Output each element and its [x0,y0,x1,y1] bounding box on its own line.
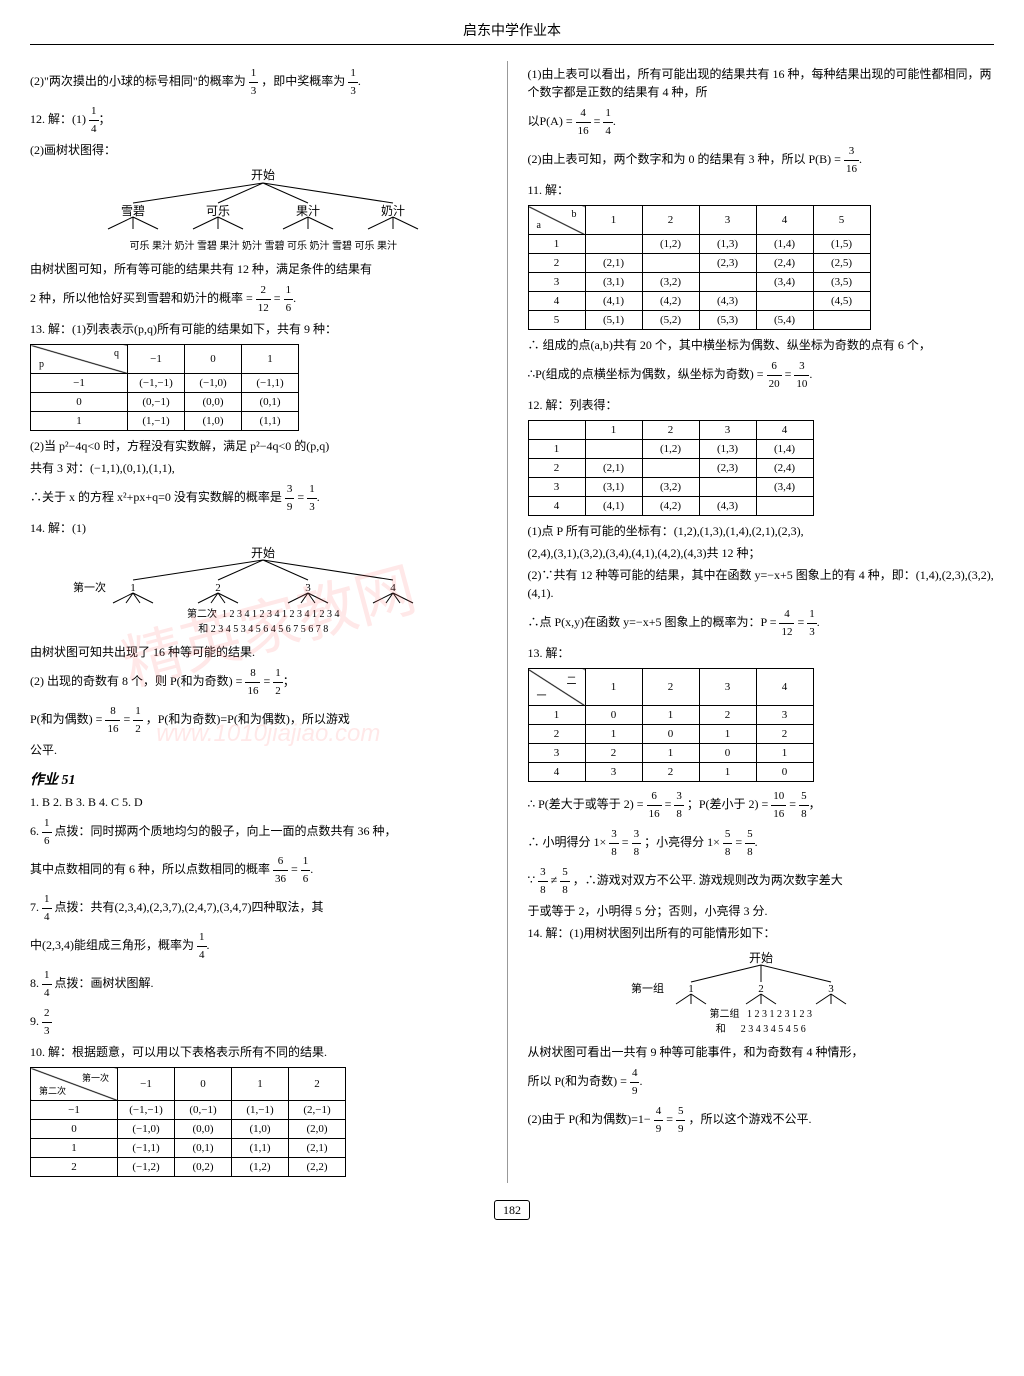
text-line: ∴ 组成的点(a,b)共有 20 个，其中横坐标为偶数、纵坐标为奇数的点有 6 … [528,336,995,354]
text-line: (2)∵共有 12 种等可能的结果，其中在函数 y=−x+5 图象上的有 4 种… [528,566,995,602]
tree-diagram-2: 开始 1 2 3 4 第一次 第二次 1 2 3 4 1 2 3 4 1 2 3… [30,545,497,635]
text-line: 所以 P(和为奇数) = 49. [528,1065,995,1099]
text-line: ∴P(组成的点横坐标为偶数，纵坐标为奇数) = 620 = 310. [528,358,995,392]
svg-text:2: 2 [216,582,222,594]
text-line: (2)由于 P(和为偶数)=1− 49 = 59 ，所以这个游戏不公平. [528,1103,995,1137]
svg-text:2: 2 [758,983,764,995]
svg-text:第一次: 第一次 [73,580,106,594]
table-q13: 二一1234 10123 21012 32101 43210 [528,668,814,782]
tree-diagram-3: 开始 第一组 1 2 3 第二组 1 2 3 1 2 3 1 2 3 和 2 3… [528,950,995,1035]
page-header: 启东中学作业本 [30,20,994,45]
text-line: (1)点 P 所有可能的坐标有：(1,2),(1,3),(1,4),(2,1),… [528,522,995,540]
text-line: ∴ 小明得分 1× 38 = 38 ；小亮得分 1× 58 = 58. [528,826,995,860]
svg-text:第一组: 第一组 [631,981,664,995]
text-line: ∵ 38 ≠ 58 ，∴游戏对双方不公平. 游戏规则改为两次数字差大 [528,864,995,898]
svg-text:雪碧: 雪碧 [121,204,145,218]
text-line: (2)画树状图得： [30,141,497,159]
text-line: 公平. [30,741,497,759]
svg-text:果汁: 果汁 [296,204,320,218]
text-line: 6. 16 点拨：同时掷两个质地均匀的骰子，向上一面的点数共有 36 种， [30,815,497,849]
text-line: 于或等于 2，小明得 5 分；否则，小亮得 3 分. [528,902,995,920]
answers-line: 1. B 2. B 3. B 4. C 5. D [30,793,497,811]
text-line: 由树状图可知共出现了 16 种等可能的结果. [30,643,497,661]
table-q10: 第一次第二次 −1012 −1(−1,−1)(0,−1)(1,−1)(2,−1)… [30,1067,346,1177]
text-line: 13. 解： [528,644,995,662]
text-line: P(和为偶数) = 816 = 12 ，P(和为奇数)=P(和为偶数)，所以游戏 [30,703,497,737]
text-line: (1)由上表可以看出，所有可能出现的结果共有 16 种，每种结果出现的可能性都相… [528,65,995,101]
svg-text:3: 3 [828,983,834,995]
text-line: 共有 3 对：(−1,1),(0,1),(1,1), [30,459,497,477]
table-pq: qp −1 0 1 −1(−1,−1)(−1,0)(−1,1) 0(0,−1)(… [30,344,299,431]
text-line: ∴关于 x 的方程 x²+px+q=0 没有实数解的概率是 39 = 13. [30,481,497,515]
svg-text:1: 1 [688,983,694,995]
section-title: 作业 51 [30,769,497,789]
left-column: 精英家教网 www.1010jiajiao.com (2)"两次摸出的小球的标号… [30,61,508,1183]
svg-text:开始: 开始 [251,168,275,182]
text-line: (2) 出现的奇数有 8 个，则 P(和为奇数) = 816 = 12； [30,665,497,699]
text-line: 10. 解：根据题意，可以用以下表格表示所有不同的结果. [30,1043,497,1061]
text-line: 12. 解：(1) 14； [30,103,497,137]
text-line: 11. 解： [528,181,995,199]
text-line: 14. 解：(1)用树状图列出所有的可能情形如下： [528,924,995,942]
text-line: (2)"两次摸出的小球的标号相同"的概率为 13 ，即中奖概率为 13. [30,65,497,99]
text-line: ∴ P(差大于或等于 2) = 616 = 38 ；P(差小于 2) = 101… [528,788,995,822]
tree-diagram-1: 开始 雪碧 可乐 果汁 奶汁 可乐 果汁 奶汁 雪碧 果汁 奶汁 雪碧 可乐 奶… [30,167,497,252]
text-line: 其中点数相同的有 6 种，所以点数相同的概率 636 = 16. [30,853,497,887]
table-q12: 1234 1(1,2)(1,3)(1,4) 2(2,1)(2,3)(2,4) 3… [528,420,814,516]
text-line: 14. 解：(1) [30,519,497,537]
text-line: 13. 解：(1)列表表示(p,q)所有可能的结果如下，共有 9 种： [30,320,497,338]
text-line: 9. 23 [30,1005,497,1039]
text-line: 12. 解：列表得： [528,396,995,414]
text-line: 2 种，所以他恰好买到雪碧和奶汁的概率 = 212 = 16. [30,282,497,316]
svg-text:可乐: 可乐 [206,204,230,218]
text-line: 7. 14 点拨：共有(2,3,4),(2,3,7),(2,4,7),(3,4,… [30,891,497,925]
svg-text:奶汁: 奶汁 [381,204,405,218]
svg-text:4: 4 [391,582,397,594]
svg-text:开始: 开始 [749,951,773,965]
tree-svg: 开始 雪碧 可乐 果汁 奶汁 [73,167,453,237]
text-line: (2)当 p²−4q<0 时，方程没有实数解，满足 p²−4q<0 的(p,q) [30,437,497,455]
two-column-layout: 精英家教网 www.1010jiajiao.com (2)"两次摸出的小球的标号… [30,61,994,1183]
svg-text:开始: 开始 [251,546,275,560]
text-line: 以P(A) = 416 = 14. [528,105,995,139]
svg-text:1: 1 [131,582,137,594]
text-line: 从树状图可看出一共有 9 种等可能事件，和为奇数有 4 种情形， [528,1043,995,1061]
text-line: (2,4),(3,1),(3,2),(3,4),(4,1),(4,2),(4,3… [528,544,995,562]
right-column: (1)由上表可以看出，所有可能出现的结果共有 16 种，每种结果出现的可能性都相… [528,61,995,1183]
text-line: 由树状图可知，所有等可能的结果共有 12 种，满足条件的结果有 [30,260,497,278]
text-line: (2)由上表可知，两个数字和为 0 的结果有 3 种，所以 P(B) = 316… [528,143,995,177]
text-line: 中(2,3,4)能组成三角形，概率为 14. [30,929,497,963]
text-line: ∴点 P(x,y)在函数 y=−x+5 图象上的概率为：P = 412 = 13… [528,606,995,640]
text-line: 8. 14 点拨：画树状图解. [30,967,497,1001]
table-q11: ba 12345 1(1,2)(1,3)(1,4)(1,5) 2(2,1)(2,… [528,205,871,330]
svg-text:3: 3 [306,582,312,594]
page-number: 182 [30,1203,994,1218]
